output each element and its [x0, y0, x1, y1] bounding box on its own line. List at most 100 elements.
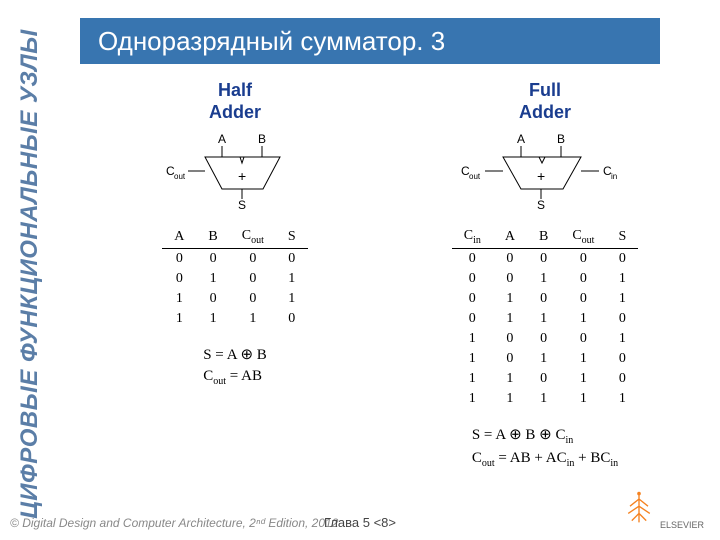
half-plus: +: [238, 168, 246, 184]
full-cin-sub: in: [611, 172, 617, 181]
td: 0: [276, 309, 308, 329]
td: 0: [606, 349, 638, 369]
td: 1: [452, 389, 493, 409]
full-title-l2: Adder: [519, 102, 571, 122]
td: 0: [527, 289, 560, 309]
td: 1: [560, 349, 606, 369]
td: 0: [560, 329, 606, 349]
footer-publisher: ELSEVIER: [660, 520, 704, 530]
th: S: [606, 226, 638, 248]
td: 1: [452, 369, 493, 389]
td: 0: [560, 248, 606, 269]
td: 0: [230, 289, 276, 309]
table-row: 10001: [452, 329, 639, 349]
footer-right: ELSEVIER: [621, 490, 704, 530]
full-equations: S = A ⊕ B ⊕ Cin Cout = AB + ACin + BCin: [472, 425, 618, 471]
td: 0: [452, 289, 493, 309]
td: 1: [606, 329, 638, 349]
table-row: 11010: [452, 369, 639, 389]
td: 0: [452, 309, 493, 329]
td: 0: [493, 349, 527, 369]
full-eq-s-lhs: S = A ⊕ B ⊕ C: [472, 427, 566, 443]
td: 1: [452, 349, 493, 369]
th: A: [162, 226, 196, 248]
full-plus: +: [537, 168, 545, 184]
half-eq-c-rhs: = AB: [226, 368, 262, 384]
td: 1: [493, 309, 527, 329]
full-eq-c-sub3: in: [610, 458, 618, 469]
td: 0: [162, 248, 196, 269]
half-title-l2: Adder: [209, 102, 261, 122]
sidebar-text: ЦИФРОВЫЕ ФУНКЦИОНАЛЬНЫЕ УЗЛЫ: [16, 29, 43, 518]
td: 1: [230, 309, 276, 329]
table-row: 0101: [162, 269, 307, 289]
td: 0: [560, 289, 606, 309]
td: 0: [452, 269, 493, 289]
td: 0: [527, 248, 560, 269]
td: 1: [276, 289, 308, 309]
table-row: 01110: [452, 309, 639, 329]
half-eq-s: S = A ⊕ B: [203, 347, 267, 363]
td: 0: [452, 248, 493, 269]
td: 0: [196, 248, 229, 269]
td: 1: [196, 309, 229, 329]
td: 1: [276, 269, 308, 289]
td: 1: [452, 329, 493, 349]
td: 1: [560, 369, 606, 389]
half-cout-sub: out: [174, 172, 186, 181]
table-row: 01001: [452, 289, 639, 309]
td: 0: [276, 248, 308, 269]
td: 0: [230, 269, 276, 289]
td: 0: [527, 369, 560, 389]
td: 0: [493, 248, 527, 269]
half-adder-diagram: A B + C out S: [160, 131, 310, 216]
td: 1: [527, 269, 560, 289]
table-row: 10110: [452, 349, 639, 369]
td: 1: [196, 269, 229, 289]
full-s-label: S: [537, 198, 545, 211]
full-input-a: A: [517, 132, 525, 146]
full-adder-diagram: A B + C out C in S: [455, 131, 635, 216]
page-title: Одноразрядный сумматор. 3: [98, 26, 445, 57]
footer-page: Глава 5 <8>: [324, 515, 396, 530]
sidebar-label: ЦИФРОВЫЕ ФУНКЦИОНАЛЬНЫЕ УЗЛЫ: [16, 24, 44, 524]
title-bar: Одноразрядный сумматор. 3: [80, 18, 660, 64]
table-row: 1110: [162, 309, 307, 329]
td: 1: [527, 349, 560, 369]
td: 0: [606, 248, 638, 269]
full-eq-s-sub: in: [565, 435, 573, 446]
footer-center: Глава 5 <8>: [0, 515, 720, 530]
half-adder-title: Half Adder: [209, 80, 261, 123]
th: Cin: [452, 226, 493, 248]
table-row: 11111: [452, 389, 639, 409]
table-row: 00000: [452, 248, 639, 269]
th: A: [493, 226, 527, 248]
td: 1: [162, 309, 196, 329]
td: 1: [162, 289, 196, 309]
td: 0: [606, 369, 638, 389]
td: 1: [527, 309, 560, 329]
th: Cout: [230, 226, 276, 248]
half-title-l1: Half: [218, 80, 252, 100]
table-row: 0000: [162, 248, 307, 269]
td: 1: [560, 309, 606, 329]
td: 1: [606, 289, 638, 309]
td: 1: [493, 369, 527, 389]
half-eq-c-sub: out: [213, 376, 226, 387]
td: 0: [606, 309, 638, 329]
full-title-l1: Full: [529, 80, 561, 100]
half-input-a: A: [218, 132, 226, 146]
td: 1: [493, 289, 527, 309]
table-row: 00101: [452, 269, 639, 289]
full-input-b: B: [557, 132, 565, 146]
td: 0: [162, 269, 196, 289]
td: 1: [560, 389, 606, 409]
full-cout-sub: out: [469, 172, 481, 181]
td: 1: [527, 389, 560, 409]
half-s-label: S: [238, 198, 246, 211]
content-area: Half Adder A B + C out S ABCoutS 0000010…: [110, 80, 670, 471]
full-truth-table: CinABCoutS 00000001010100101110100011011…: [452, 226, 639, 409]
td: 0: [493, 329, 527, 349]
td: 0: [527, 329, 560, 349]
th: Cout: [560, 226, 606, 248]
